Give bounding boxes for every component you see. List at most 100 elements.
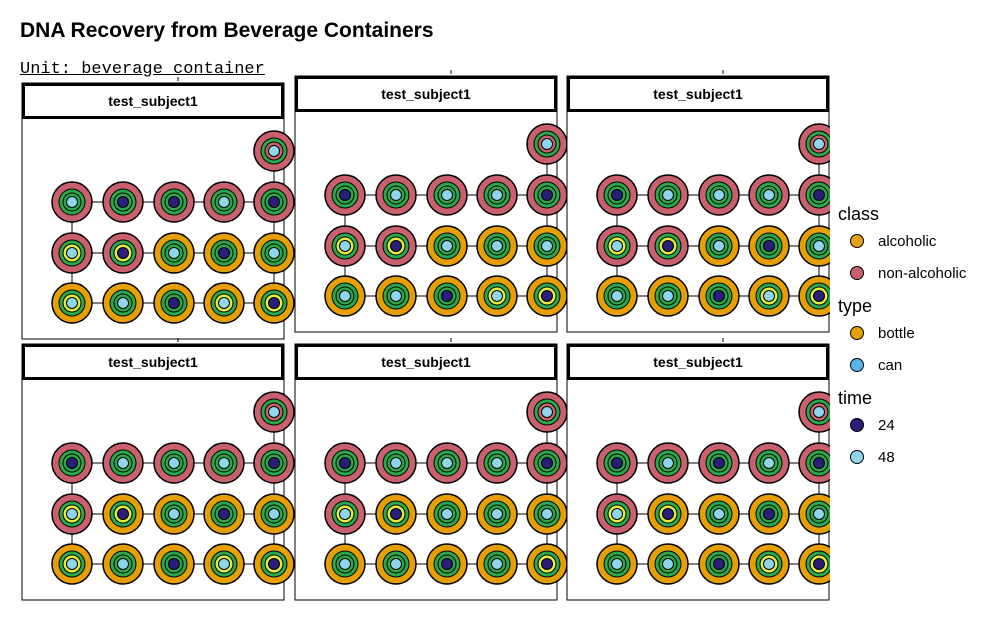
- container-node: [698, 225, 740, 267]
- container-node: [596, 543, 638, 585]
- container-node: [51, 442, 93, 484]
- container-node: [596, 225, 638, 267]
- container-node: [203, 493, 245, 535]
- legend-label-alcoholic: alcoholic: [878, 232, 937, 250]
- legend-swatch-24: [850, 418, 864, 432]
- container-node: [102, 442, 144, 484]
- container-node: [426, 442, 468, 484]
- container-node: [647, 442, 689, 484]
- legend-label-non-alcoholic: non-alcoholic: [878, 264, 967, 282]
- container-node: [647, 225, 689, 267]
- container-node: [324, 442, 366, 484]
- container-node: [698, 174, 740, 216]
- container-node: [375, 493, 417, 535]
- container-node: [526, 123, 568, 165]
- panel-label: test_subject1: [108, 93, 198, 109]
- container-node: [102, 181, 144, 223]
- container-node: [476, 543, 518, 585]
- legend-title-time: time: [838, 388, 873, 408]
- container-node: [526, 275, 568, 317]
- container-node: [647, 275, 689, 317]
- legend-label-24: 24: [878, 416, 895, 434]
- container-node: [51, 493, 93, 535]
- container-node: [596, 275, 638, 317]
- panel-header: [22, 344, 284, 380]
- container-node: [324, 493, 366, 535]
- legend-item-alcoholic: alcoholic: [838, 225, 988, 257]
- container-node: [51, 282, 93, 324]
- panel-4: test_subject1: [21, 338, 295, 601]
- panel-header: [22, 83, 284, 119]
- container-node: [526, 493, 568, 535]
- panel-1: test_subject1: [21, 77, 295, 340]
- container-node: [153, 442, 195, 484]
- legend-swatch-48: [850, 450, 864, 464]
- container-node: [253, 543, 295, 585]
- container-node: [596, 493, 638, 535]
- container-node: [798, 123, 830, 165]
- container-node: [153, 232, 195, 274]
- panel-label: test_subject1: [653, 354, 743, 370]
- container-node: [798, 225, 830, 267]
- container-node: [596, 442, 638, 484]
- legend-group-class: class alcoholic non-alcoholic: [838, 203, 988, 289]
- container-node: [203, 232, 245, 274]
- container-node: [798, 275, 830, 317]
- legend-group-time: time 24 48: [838, 387, 988, 473]
- container-node: [203, 181, 245, 223]
- container-node: [426, 225, 468, 267]
- container-node: [798, 174, 830, 216]
- legend-item-24: 24: [838, 409, 988, 441]
- panel-6: test_subject1: [566, 338, 830, 601]
- container-node: [324, 275, 366, 317]
- container-node: [102, 493, 144, 535]
- legend-swatch-can: [850, 358, 864, 372]
- legend-label-can: can: [878, 356, 903, 374]
- unit-label: Unit: beverage container: [20, 60, 265, 79]
- container-node: [375, 174, 417, 216]
- container-node: [153, 181, 195, 223]
- container-node: [748, 275, 790, 317]
- container-node: [748, 174, 790, 216]
- legend-swatch-alcoholic: [850, 234, 864, 248]
- container-node: [51, 232, 93, 274]
- container-node: [596, 174, 638, 216]
- panel-grid: test_subject1 test_subject1 test_subject1t…: [21, 70, 830, 601]
- container-node: [253, 442, 295, 484]
- container-node: [798, 543, 830, 585]
- panel-header: [567, 344, 829, 380]
- legend-swatch-bottle: [850, 326, 864, 340]
- panel-label: test_subject1: [108, 354, 198, 370]
- container-node: [102, 282, 144, 324]
- container-node: [526, 543, 568, 585]
- container-node: [426, 543, 468, 585]
- container-node: [426, 275, 468, 317]
- container-node: [203, 282, 245, 324]
- container-node: [324, 225, 366, 267]
- container-node: [426, 174, 468, 216]
- container-node: [375, 225, 417, 267]
- legend-item-48: 48: [838, 441, 988, 473]
- container-node: [153, 543, 195, 585]
- container-node: [102, 232, 144, 274]
- legend-item-can: can: [838, 349, 988, 381]
- container-node: [253, 232, 295, 274]
- container-node: [748, 225, 790, 267]
- panel-header: [567, 76, 829, 112]
- legend-swatch-non-alcoholic: [850, 266, 864, 280]
- panel-header: [295, 76, 557, 112]
- container-node: [698, 275, 740, 317]
- container-node: [698, 543, 740, 585]
- container-node: [647, 543, 689, 585]
- container-node: [647, 493, 689, 535]
- panel-3: test_subject1: [566, 70, 830, 333]
- container-node: [476, 493, 518, 535]
- panel-label: test_subject1: [381, 354, 471, 370]
- container-node: [647, 174, 689, 216]
- container-node: [748, 442, 790, 484]
- legend-label-48: 48: [878, 448, 895, 466]
- container-node: [324, 174, 366, 216]
- container-node: [698, 493, 740, 535]
- container-node: [51, 181, 93, 223]
- container-node: [253, 493, 295, 535]
